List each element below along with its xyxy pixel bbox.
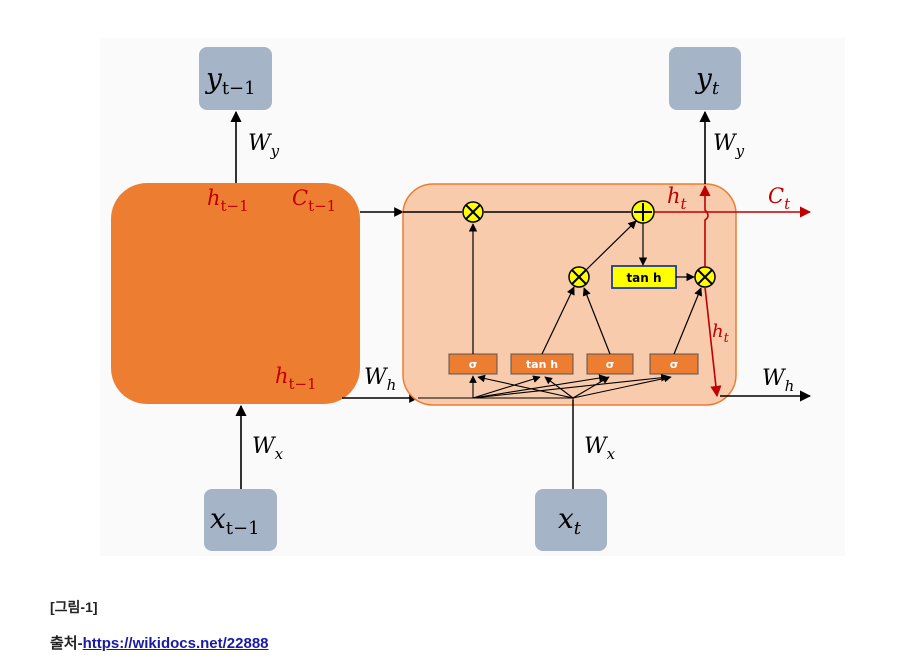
input-gate-label: σ [606,358,615,371]
cur-input-node [535,489,607,551]
prev-wy-label: Wy [248,131,280,160]
forget-gate-label: σ [469,358,478,371]
cur-h-right-label: ht [712,321,730,346]
h-out-up [699,184,711,267]
cur-wh-label: Wh [762,366,794,395]
forget-multiply-icon [465,204,481,220]
cur-wy-label: Wy [713,131,745,160]
prev-h-bottom-label: ht−1 [275,364,317,393]
cur-c-label: Ct [768,184,791,213]
prev-output-node [199,47,272,110]
figure-caption: [그림-1] [50,599,98,615]
prev-h-top-label: ht−1 [207,186,249,215]
output-multiply-icon [697,269,713,285]
input-fan [418,373,672,490]
prev-input-node [204,489,277,551]
source-prefix: 출처- [50,635,83,652]
cur-h-top-label: ht [667,184,688,213]
cur-input-label: xt [558,502,582,539]
cur-output-node [669,47,741,110]
prev-lstm-cell [111,183,360,404]
prev-output-label: yt−1 [204,62,256,99]
cur-output-label: yt [694,62,720,99]
cur-wx-label: Wx [584,434,616,463]
cell-tanh-label: tan h [626,271,661,285]
output-gate-label: σ [670,358,679,371]
cell-add-icon [634,203,652,221]
prev-input-label: xt−1 [210,502,260,539]
source-line: 출처-https://wikidocs.net/22888 [50,632,269,653]
gate-connections [468,220,703,355]
h-out-down [704,286,722,398]
prev-wh-label: Wh [364,365,396,394]
prev-wx-label: Wx [252,434,284,463]
lstm-diagram: yt−1 Wy ht−1 Ct−1 ht−1 Wx xt−1 Wh yt Ct … [111,47,812,551]
input-multiply-icon [571,269,587,285]
source-link[interactable]: https://wikidocs.net/22888 [82,635,269,652]
prev-c-label: Ct−1 [292,186,336,215]
candidate-gate-label: tan h [526,358,558,371]
